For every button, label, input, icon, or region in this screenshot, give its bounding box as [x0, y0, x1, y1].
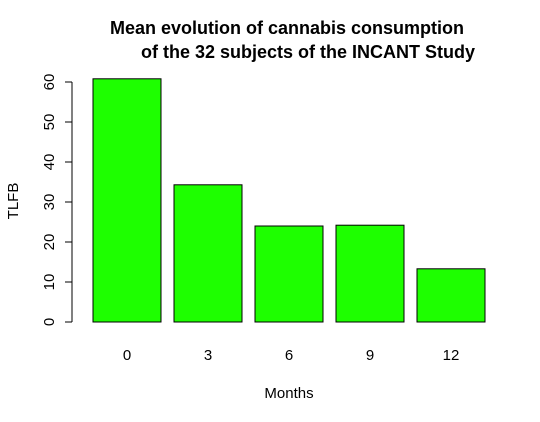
- y-tick-label: 30: [41, 194, 58, 211]
- bar-9: [335, 224, 405, 323]
- chart-title-line-1: Mean evolution of cannabis consumption: [110, 18, 464, 38]
- x-tick-label: 6: [285, 347, 293, 364]
- y-tick-label: 10: [41, 274, 58, 291]
- y-tick-label: 60: [41, 74, 58, 91]
- x-tick-label: 12: [443, 347, 460, 364]
- y-tick-label: 50: [41, 114, 58, 131]
- chart-title-line-2: of the 32 subjects of the INCANT Study: [141, 42, 475, 62]
- y-tick-label: 40: [41, 154, 58, 171]
- bar-0: [92, 78, 162, 323]
- bar-12: [416, 268, 486, 323]
- x-tick-label: 9: [366, 347, 374, 364]
- y-axis-label: TLFB: [5, 183, 22, 220]
- y-axis: 0 10 20 30 40 50 60: [41, 74, 73, 326]
- x-tick-label: 0: [123, 347, 131, 364]
- y-tick-label: 0: [41, 318, 58, 326]
- bar-3: [173, 184, 243, 323]
- x-axis-label: Months: [264, 385, 313, 402]
- x-tick-label: 3: [204, 347, 212, 364]
- bars-group: [92, 78, 486, 323]
- x-tick-labels: 0 3 6 9 12: [123, 347, 460, 364]
- bar-6: [254, 225, 324, 323]
- y-tick-label: 20: [41, 234, 58, 251]
